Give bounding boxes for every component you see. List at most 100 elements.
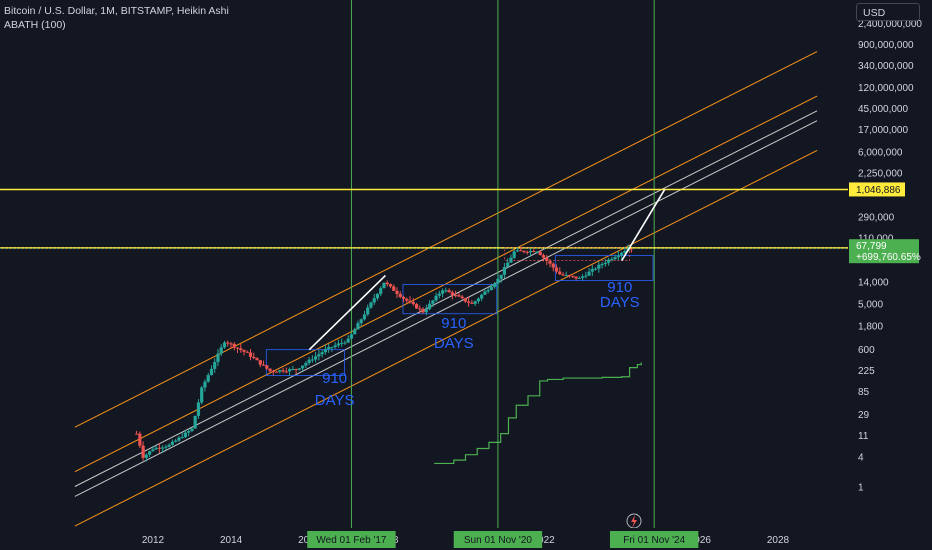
level-price-badge [849, 182, 905, 197]
candle-body [174, 440, 178, 442]
candle-body [600, 264, 604, 266]
price-tick-label: 2,400,000,000 [858, 19, 922, 30]
date-badge-text: Fri 01 Nov '24 [623, 535, 685, 546]
candle-body [629, 248, 633, 250]
candle-body [411, 301, 415, 304]
candle-body [281, 370, 285, 372]
candle-body [401, 296, 406, 299]
candle-body [161, 447, 165, 449]
channel-upper-line [74, 51, 818, 428]
date-badge [609, 531, 699, 548]
candle-body [151, 449, 155, 452]
time-tick-label: 2026 [689, 535, 712, 546]
candle-body [229, 343, 233, 345]
candle-body [353, 329, 357, 335]
candle-body [483, 291, 487, 295]
time-tick-label: 2028 [767, 535, 790, 546]
trend-line-lower [74, 120, 818, 497]
time-tick-label: 2012 [142, 535, 165, 546]
currency-button[interactable]: USD [856, 3, 920, 21]
indicator-label[interactable]: ABATH (100) [4, 19, 66, 31]
candle-body [414, 303, 419, 309]
candle-body [216, 353, 220, 363]
price-tick-label: 110,000 [858, 233, 894, 244]
candle-body [499, 274, 503, 279]
candle-body [571, 275, 575, 277]
candle-body [255, 358, 259, 361]
price-tick-label: 29 [858, 410, 870, 421]
candle-body [502, 267, 507, 275]
candle-body [134, 433, 139, 435]
candle-body [304, 363, 308, 366]
candle-body [190, 428, 194, 432]
candle-body [301, 365, 305, 369]
candle-body [515, 250, 520, 252]
candle-body [603, 262, 607, 265]
candle-body [512, 251, 516, 258]
candle-body [297, 368, 301, 370]
candle-body [200, 387, 204, 403]
candle-body [587, 271, 591, 276]
candle-body [167, 444, 171, 447]
date-badge [307, 531, 396, 548]
price-tick-label: 2,250,000 [858, 169, 903, 180]
candle-body [561, 274, 565, 276]
candle-body [180, 437, 184, 439]
candle-body [333, 345, 337, 348]
candle-body [144, 454, 148, 458]
projection-line [308, 274, 386, 351]
candle-body [317, 354, 321, 357]
price-tick-label: 1,800 [858, 322, 883, 333]
candle-body [268, 368, 272, 372]
candle-body [164, 446, 168, 448]
price-tick-label: 290,000 [858, 213, 895, 224]
candle-body [532, 250, 536, 253]
candle-body [574, 276, 578, 279]
candle-body [209, 368, 214, 376]
projection-line [621, 189, 666, 262]
candle-body [366, 307, 370, 315]
candle-body [252, 356, 256, 359]
candle-body [261, 364, 266, 366]
candle-body [476, 298, 480, 302]
candle-body [382, 282, 386, 289]
candle-body [620, 252, 624, 256]
candle-body [248, 352, 253, 357]
price-tick-label: 85 [858, 387, 870, 398]
candle-body [493, 283, 497, 287]
last-price-text: 67,799 [856, 241, 887, 252]
price-tick-label: 600 [858, 345, 875, 356]
price-change-text: +699,760.65% [856, 252, 921, 263]
candle-body [170, 441, 175, 445]
level-price-text: 1,046,886 [856, 185, 901, 196]
chart-legend: Bitcoin / U.S. Dollar, 1M, BITSTAMP, Hei… [4, 4, 229, 32]
candle-body [375, 293, 380, 299]
candle-body [580, 276, 585, 278]
candle-body [528, 250, 533, 253]
candle-body [444, 290, 448, 292]
date-badge [453, 531, 543, 548]
candle-body [222, 342, 227, 348]
last-price-badge [849, 239, 919, 264]
price-tick-label: 45,000,000 [858, 104, 908, 115]
candle-body [541, 255, 546, 258]
candle-body [470, 302, 474, 304]
date-badge-text: Sun 01 Nov '20 [464, 535, 533, 546]
candle-body [398, 293, 402, 297]
candle-body [610, 259, 614, 261]
candle-body [554, 267, 559, 272]
candle-body [467, 301, 471, 303]
candle-body [336, 343, 341, 346]
candle-body [558, 271, 562, 275]
candle-body [548, 260, 552, 264]
candle-body [183, 432, 188, 438]
candle-body [457, 295, 461, 297]
candle-body [593, 268, 598, 270]
candle-body [340, 342, 344, 344]
price-tick-label: 17,000,000 [858, 125, 908, 136]
candle-body [294, 369, 298, 371]
trend-line-upper [74, 110, 818, 487]
candle-body [314, 356, 318, 360]
candle-body [258, 360, 262, 365]
